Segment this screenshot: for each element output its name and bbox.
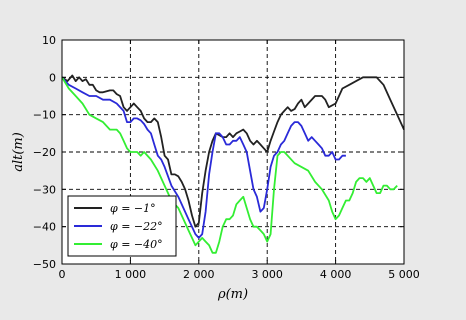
series-line-2: [61, 76, 346, 239]
y-tick-label: −30: [33, 183, 56, 196]
x-tick-label: 5 000: [388, 268, 420, 281]
y-axis-label: alt(m): [11, 132, 26, 172]
legend: φ = −1° φ = −22° φ = −40°: [67, 195, 177, 257]
y-tick-label: 10: [42, 34, 56, 47]
series-line-3: [61, 76, 398, 254]
y-tick-label: −40: [33, 221, 56, 234]
series-lines: [61, 74, 405, 254]
x-tick-label: 0: [59, 268, 66, 281]
x-axis-label: ρ(m): [217, 287, 248, 302]
axis-ticks: 0 1 000 2 000 3 000 4 000 5 000 10 0 −10 −20 −30 −4…: [33, 34, 420, 281]
y-tick-label: −10: [33, 109, 56, 122]
x-tick-label: 2 000: [183, 268, 215, 281]
legend-label-3: φ = −40°: [110, 238, 163, 251]
x-tick-label: 1 000: [115, 268, 147, 281]
x-tick-label: 3 000: [251, 268, 283, 281]
legend-label-1: φ = −1°: [110, 202, 156, 215]
x-tick-label: 4 000: [320, 268, 352, 281]
y-tick-label: −50: [33, 258, 56, 271]
legend-label-2: φ = −22°: [110, 220, 163, 233]
y-tick-label: 0: [49, 71, 56, 84]
y-tick-label: −20: [33, 146, 56, 159]
series-line-1: [61, 74, 405, 228]
